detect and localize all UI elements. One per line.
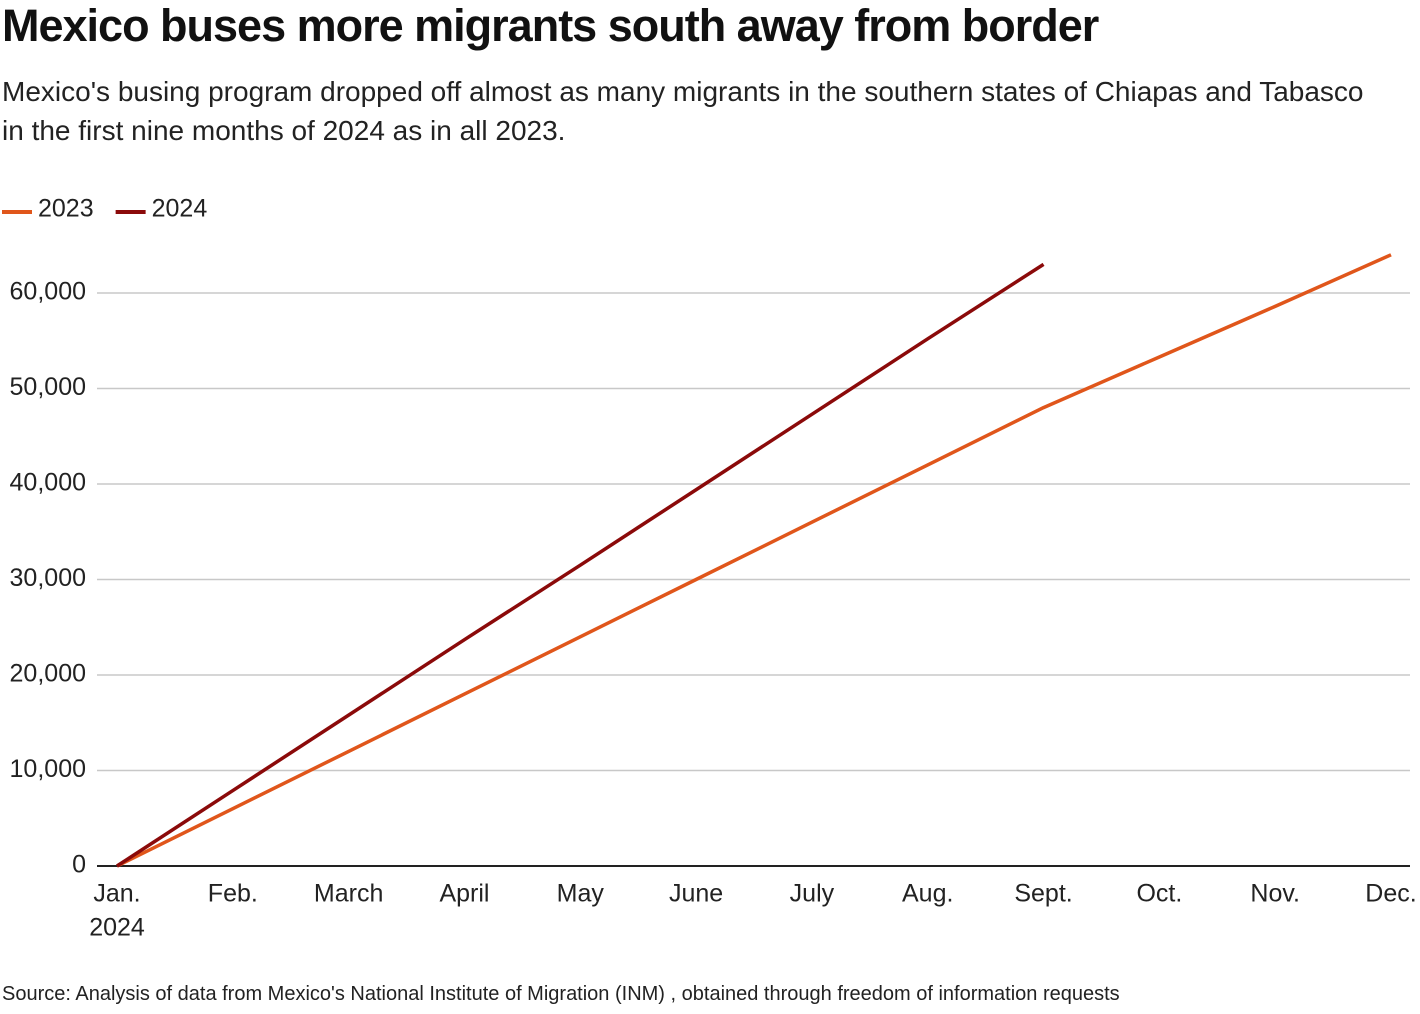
y-tick-label: 30,000 bbox=[10, 564, 86, 592]
series-line bbox=[116, 262, 1045, 868]
x-tick-label: Dec. bbox=[1365, 880, 1416, 908]
x-tick-label: June bbox=[669, 880, 723, 908]
y-tick-label: 50,000 bbox=[10, 373, 86, 401]
chart-subtitle: Mexico's busing program dropped off almo… bbox=[2, 76, 1364, 146]
x-tick-sublabel: 2024 bbox=[89, 914, 145, 942]
y-tick-label: 0 bbox=[72, 851, 86, 879]
legend-label: 2024 bbox=[152, 195, 208, 223]
x-tick-label: Oct. bbox=[1136, 880, 1182, 908]
series-line bbox=[116, 253, 1392, 868]
x-tick-label: Sept. bbox=[1014, 880, 1072, 908]
x-tick-label: May bbox=[557, 880, 605, 908]
x-tick-label: Feb. bbox=[208, 880, 258, 908]
legend-label: 2023 bbox=[38, 195, 94, 223]
y-tick-label: 40,000 bbox=[10, 469, 86, 497]
x-tick-label: Jan. bbox=[93, 880, 140, 908]
x-tick-label: March bbox=[314, 880, 383, 908]
x-tick-label: April bbox=[439, 880, 489, 908]
source-note: Source: Analysis of data from Mexico's N… bbox=[2, 983, 1120, 1005]
x-tick-label: July bbox=[790, 880, 835, 908]
y-tick-label: 60,000 bbox=[10, 278, 86, 306]
x-tick-label: Aug. bbox=[902, 880, 953, 908]
chart: 0 10,000 20,000 30,000 40,000 50,000 60,000 Jan… bbox=[2, 195, 1417, 942]
y-tick-label: 10,000 bbox=[10, 755, 86, 783]
x-tick-label: Nov. bbox=[1250, 880, 1300, 908]
chart-title: Mexico buses more migrants south away fr… bbox=[2, 0, 1099, 51]
y-tick-label: 20,000 bbox=[10, 660, 86, 688]
